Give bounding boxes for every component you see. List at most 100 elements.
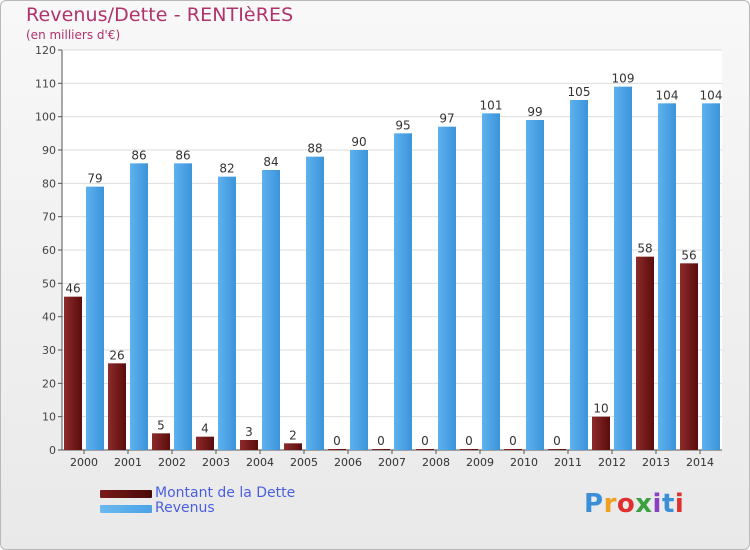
bar-dette [372,449,390,450]
data-label-revenus: 82 [219,162,234,176]
bar-revenus [306,156,324,450]
data-label-revenus: 104 [656,88,679,102]
bar-dette [152,433,170,450]
x-tick-label: 2003 [202,456,230,469]
x-tick-label: 2001 [114,456,142,469]
logo-letter: x [635,489,653,519]
data-label-dette: 56 [681,248,696,262]
data-label-dette: 0 [509,434,517,448]
chart-subtitle: (en milliers d'€) [26,28,121,42]
bar-revenus [394,133,412,451]
data-label-dette: 46 [65,282,80,296]
x-tick-label: 2012 [598,456,626,469]
bar-dette [284,443,302,450]
bar-revenus [262,170,280,450]
legend-swatch-revenus [100,505,152,513]
x-tick-label: 2014 [686,456,714,469]
bar-revenus [658,103,676,450]
x-tick-label: 2009 [466,456,494,469]
data-label-dette: 4 [201,422,209,436]
data-label-revenus: 86 [131,148,146,162]
logo-letter: i [674,489,685,519]
x-tick-label: 2004 [246,456,274,469]
bar-dette [548,449,566,450]
bar-revenus [86,186,104,450]
y-tick-label: 60 [42,244,56,257]
bar-revenus [526,120,544,450]
x-tick-label: 2000 [70,456,98,469]
x-tick-label: 2005 [290,456,318,469]
data-label-revenus: 109 [612,72,635,86]
y-tick-label: 70 [42,211,56,224]
y-tick-label: 100 [35,111,56,124]
x-tick-label: 2002 [158,456,186,469]
bar-dette [108,363,126,450]
y-tick-label: 80 [42,177,56,190]
logo-letter: P [584,489,604,519]
data-label-revenus: 84 [263,155,278,169]
data-label-revenus: 90 [351,135,366,149]
x-tick-label: 2008 [422,456,450,469]
chart-title: Revenus/Dette - RENTIèRES [26,4,294,26]
bar-revenus [482,113,500,450]
data-label-revenus: 104 [700,88,723,102]
legend-label-revenus: Revenus [155,500,215,516]
bar-revenus [218,176,236,450]
legend-label-dette: Montant de la Dette [155,485,296,501]
legend-swatch-dette [100,490,152,498]
x-tick-label: 2013 [642,456,670,469]
y-tick-label: 120 [35,44,56,57]
bar-dette [636,256,654,450]
bar-dette [592,416,610,450]
logo-letter: t [661,489,675,519]
y-tick-label: 50 [42,277,56,290]
logo-letter: r [603,489,617,519]
data-label-revenus: 88 [307,142,322,156]
y-tick-label: 110 [35,77,56,90]
data-label-dette: 58 [637,242,652,256]
data-label-dette: 10 [593,402,608,416]
y-tick-label: 30 [42,344,56,357]
bar-dette [240,440,258,450]
y-tick-label: 40 [42,311,56,324]
data-label-dette: 5 [157,418,165,432]
bar-revenus [350,150,368,450]
data-label-dette: 0 [553,434,561,448]
proxiti-logo: Proxiti [584,489,684,519]
data-label-dette: 26 [109,348,124,362]
y-tick-label: 0 [49,444,56,457]
y-tick-label: 90 [42,144,56,157]
bar-dette [196,436,214,450]
logo-letter: i [652,489,662,519]
bar-dette [416,449,434,450]
bar-dette [460,449,478,450]
bar-revenus [174,163,192,451]
bar-dette [64,296,82,450]
data-label-revenus: 79 [87,172,102,186]
data-label-dette: 0 [377,434,385,448]
data-label-revenus: 97 [439,112,454,126]
data-label-dette: 2 [289,428,297,442]
data-label-revenus: 105 [568,85,591,99]
bar-revenus [570,100,588,450]
bar-revenus [130,163,148,451]
logo-letter: o [616,489,636,519]
data-label-dette: 0 [421,434,429,448]
y-tick-label: 20 [42,377,56,390]
bar-revenus [702,103,720,450]
data-label-dette: 0 [333,434,341,448]
y-tick-label: 10 [42,411,56,424]
x-tick-label: 2010 [510,456,538,469]
data-label-dette: 0 [465,434,473,448]
data-label-revenus: 95 [395,118,410,132]
bar-dette [504,449,522,450]
data-label-revenus: 86 [175,148,190,162]
bar-revenus [614,86,632,451]
bar-dette [328,449,346,450]
x-tick-label: 2006 [334,456,362,469]
x-tick-label: 2007 [378,456,406,469]
data-label-revenus: 99 [527,105,542,119]
bar-revenus [438,126,456,451]
data-label-revenus: 101 [480,98,503,112]
